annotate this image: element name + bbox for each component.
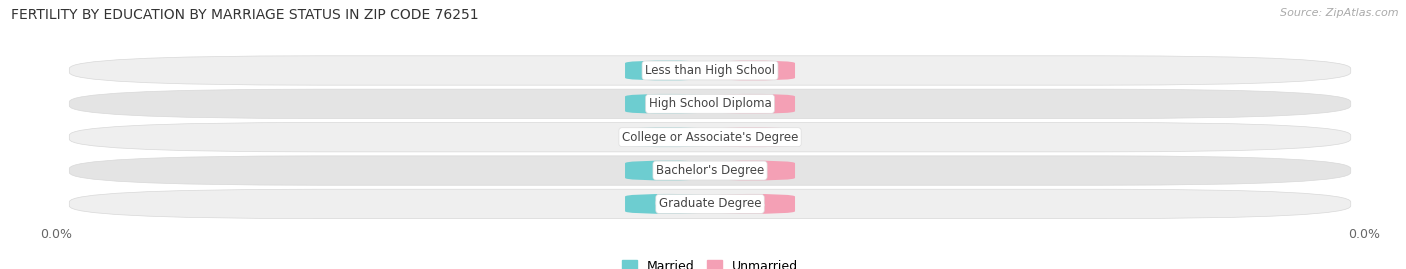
FancyBboxPatch shape: [626, 94, 710, 114]
Text: Bachelor's Degree: Bachelor's Degree: [657, 164, 763, 177]
Text: 0.0%: 0.0%: [654, 199, 681, 209]
FancyBboxPatch shape: [69, 189, 1351, 219]
Text: 0.0%: 0.0%: [654, 132, 681, 142]
FancyBboxPatch shape: [710, 194, 794, 214]
Text: 0.0%: 0.0%: [654, 65, 681, 76]
FancyBboxPatch shape: [710, 161, 794, 180]
Text: 0.0%: 0.0%: [740, 165, 766, 176]
Text: Less than High School: Less than High School: [645, 64, 775, 77]
FancyBboxPatch shape: [626, 194, 710, 214]
Text: FERTILITY BY EDUCATION BY MARRIAGE STATUS IN ZIP CODE 76251: FERTILITY BY EDUCATION BY MARRIAGE STATU…: [11, 8, 479, 22]
FancyBboxPatch shape: [710, 61, 794, 80]
FancyBboxPatch shape: [69, 56, 1351, 85]
Text: 0.0%: 0.0%: [654, 165, 681, 176]
FancyBboxPatch shape: [626, 127, 710, 147]
Text: 0.0%: 0.0%: [740, 199, 766, 209]
Text: 0.0%: 0.0%: [740, 65, 766, 76]
Text: 0.0%: 0.0%: [740, 99, 766, 109]
Text: Source: ZipAtlas.com: Source: ZipAtlas.com: [1281, 8, 1399, 18]
Text: Graduate Degree: Graduate Degree: [659, 197, 761, 210]
FancyBboxPatch shape: [69, 122, 1351, 152]
FancyBboxPatch shape: [626, 61, 710, 80]
FancyBboxPatch shape: [710, 94, 794, 114]
Legend: Married, Unmarried: Married, Unmarried: [621, 260, 799, 269]
Text: 0.0%: 0.0%: [740, 132, 766, 142]
FancyBboxPatch shape: [69, 89, 1351, 119]
FancyBboxPatch shape: [69, 156, 1351, 185]
FancyBboxPatch shape: [710, 127, 794, 147]
FancyBboxPatch shape: [626, 161, 710, 180]
Text: College or Associate's Degree: College or Associate's Degree: [621, 131, 799, 144]
Text: 0.0%: 0.0%: [654, 99, 681, 109]
Text: High School Diploma: High School Diploma: [648, 97, 772, 110]
